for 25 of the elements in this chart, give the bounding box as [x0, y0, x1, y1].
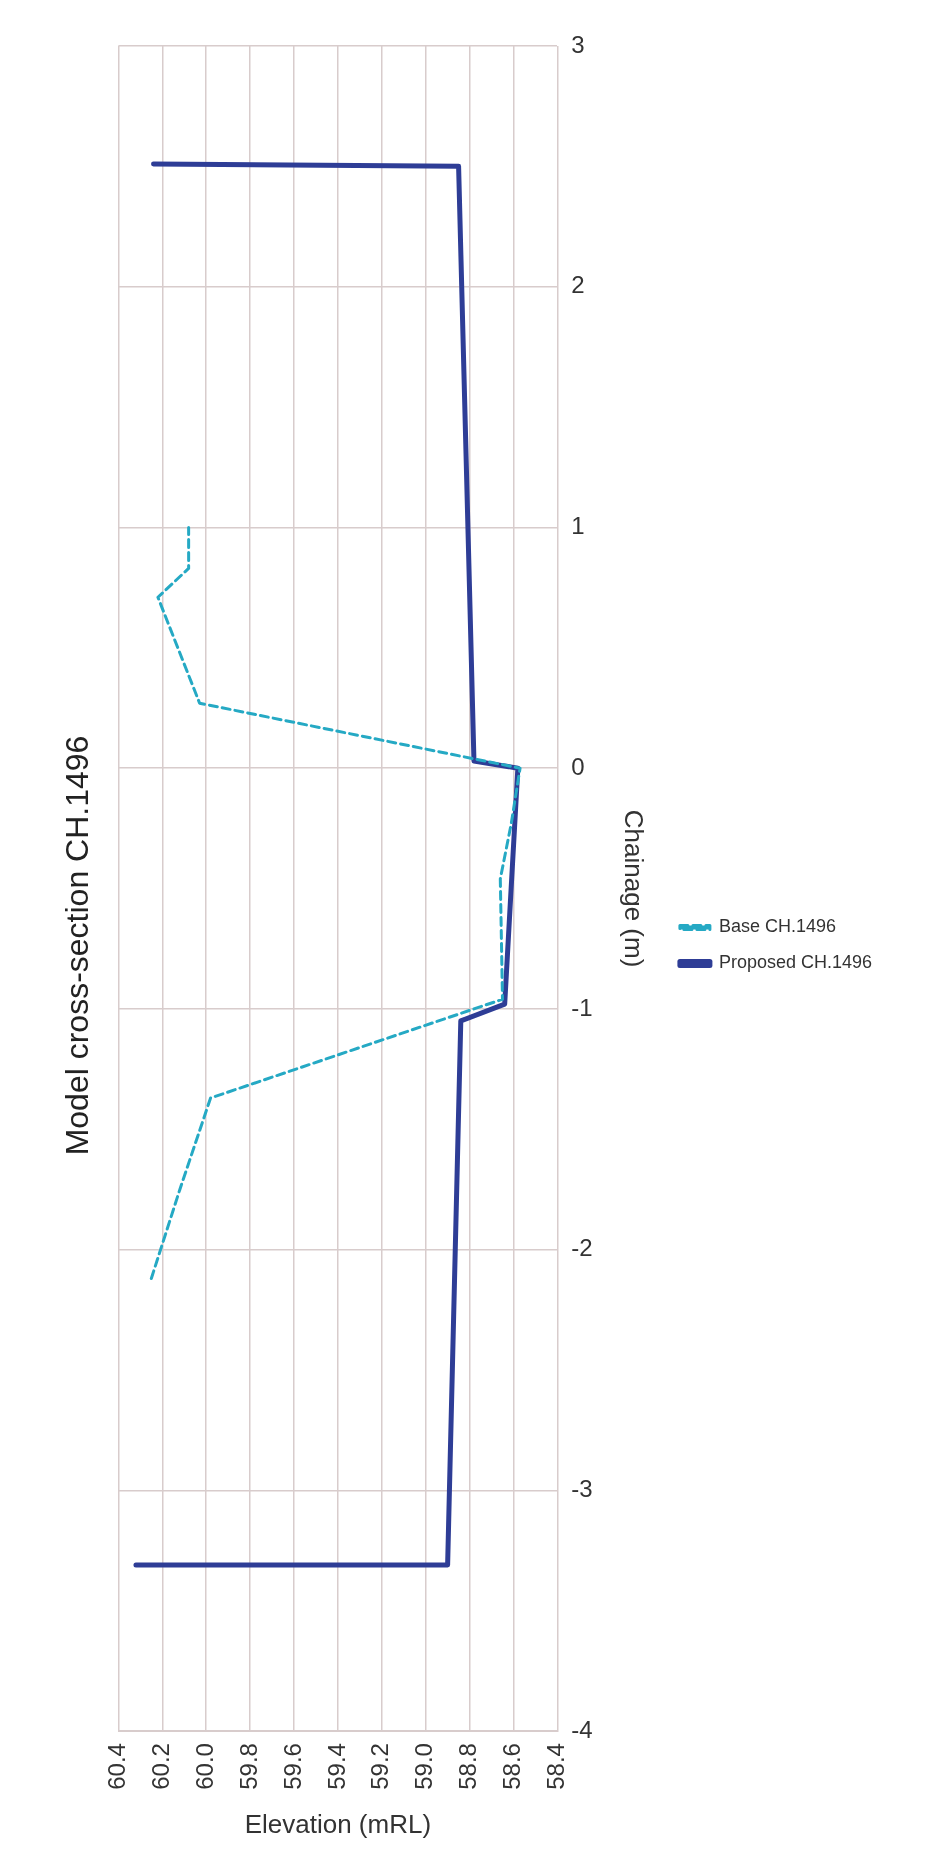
- x-tick-label: 59.0: [410, 1743, 438, 1790]
- x-tick-label: 58.6: [498, 1743, 526, 1790]
- y-tick-label: -1: [571, 993, 593, 1021]
- text: Model cross-section CH.1496: [59, 735, 96, 1156]
- legend-label: Base CH.1496: [718, 916, 836, 937]
- y-tick-label: -3: [571, 1474, 593, 1502]
- x-tick-label: 58.8: [454, 1743, 482, 1790]
- legend-label: Proposed CH.1496: [718, 952, 873, 973]
- x-axis-title: Elevation (mRL): [244, 1808, 432, 1839]
- x-tick-label: 58.4: [541, 1743, 569, 1790]
- x-tick-label: 60.2: [146, 1743, 174, 1790]
- y-tick-label: 3: [571, 30, 585, 58]
- x-tick-label: 60.4: [103, 1743, 131, 1790]
- x-tick-label: 59.4: [322, 1743, 350, 1790]
- y-axis-title: Chainage (m): [619, 809, 650, 968]
- x-tick-label: 59.8: [234, 1743, 262, 1790]
- x-tick-label: 59.6: [278, 1743, 306, 1790]
- y-tick-label: -4: [571, 1715, 593, 1743]
- y-tick-label: -2: [571, 1234, 593, 1262]
- y-tick-label: 2: [571, 271, 585, 299]
- x-tick-label: 60.0: [190, 1743, 218, 1790]
- y-tick-label: 0: [571, 752, 585, 780]
- line-series: [149, 525, 522, 1281]
- x-tick-label: 59.2: [366, 1743, 394, 1790]
- y-tick-label: 1: [571, 512, 585, 540]
